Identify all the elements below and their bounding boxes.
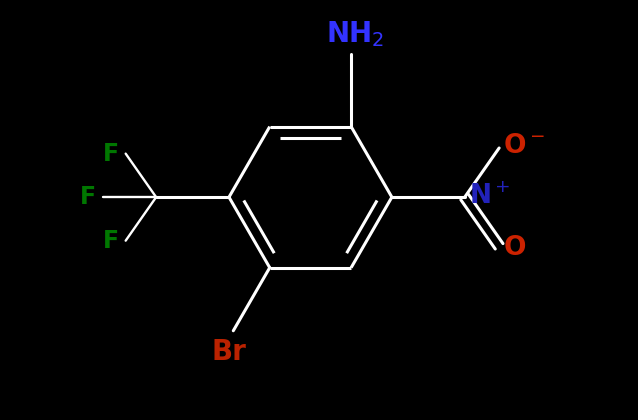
- Text: F: F: [80, 185, 96, 209]
- Text: Br: Br: [212, 338, 246, 366]
- Text: O: O: [503, 235, 526, 261]
- Text: NH$_2$: NH$_2$: [326, 19, 385, 49]
- Text: N$^+$: N$^+$: [469, 184, 510, 210]
- Text: O$^-$: O$^-$: [503, 133, 545, 159]
- Text: F: F: [103, 228, 119, 253]
- Text: F: F: [103, 142, 119, 165]
